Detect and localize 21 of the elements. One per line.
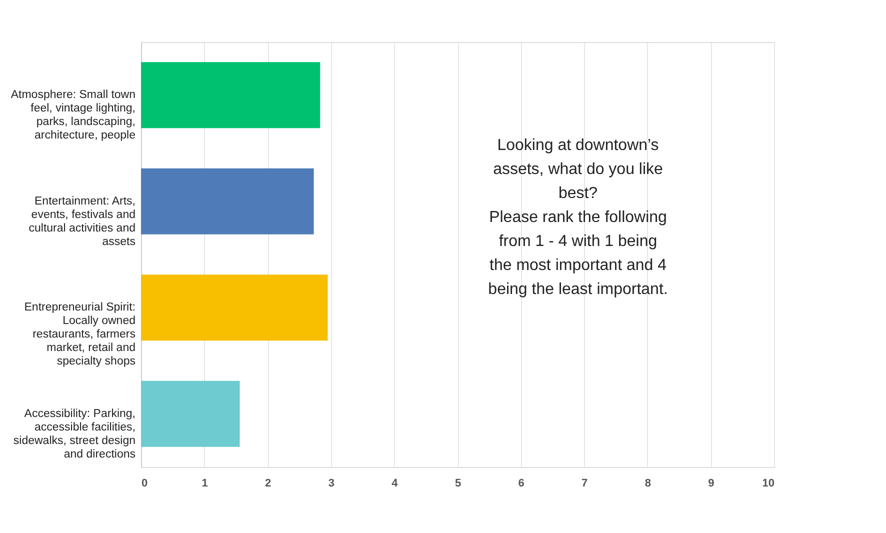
x-tick-label: 6 [518, 478, 524, 490]
annotation: Looking at downtown’s assets, what do you like best? [493, 137, 664, 202]
y-tick-label: Entrepreneurial Spirit: Locally owned restaurants, farmers market, retail and specialty shops [24, 302, 136, 368]
x-tick-label: 8 [644, 478, 651, 490]
x-tick-label: 2 [265, 478, 272, 490]
x-tick-label: 0 [142, 478, 148, 490]
x-tick-label: 1 [202, 478, 208, 490]
x-tick-label: 7 [582, 478, 588, 490]
y-tick-label: Atmosphere: Small town feel, vintage lighting, parks, landscaping, architecture, people [10, 89, 136, 142]
x-tick-label: 10 [762, 478, 774, 490]
x-tick-label: 4 [392, 478, 399, 490]
bar [141, 380, 240, 447]
y-tick-label: Entertainment: Arts, events, festivals and cultural activities and assets [28, 195, 136, 248]
x-tick-label: 9 [708, 478, 714, 490]
x-tick-label: 5 [454, 478, 462, 490]
annotation: Please rank the following from 1 - 4 with 1 being the most important and 4 being the least important. [488, 209, 668, 298]
bar [141, 62, 320, 128]
y-tick-label: Accessibility: Parking, accessible facilities, sidewalks, street design and directions [13, 408, 136, 460]
bar [141, 168, 314, 234]
x-tick-label: 3 [328, 478, 334, 490]
bar [141, 274, 328, 341]
